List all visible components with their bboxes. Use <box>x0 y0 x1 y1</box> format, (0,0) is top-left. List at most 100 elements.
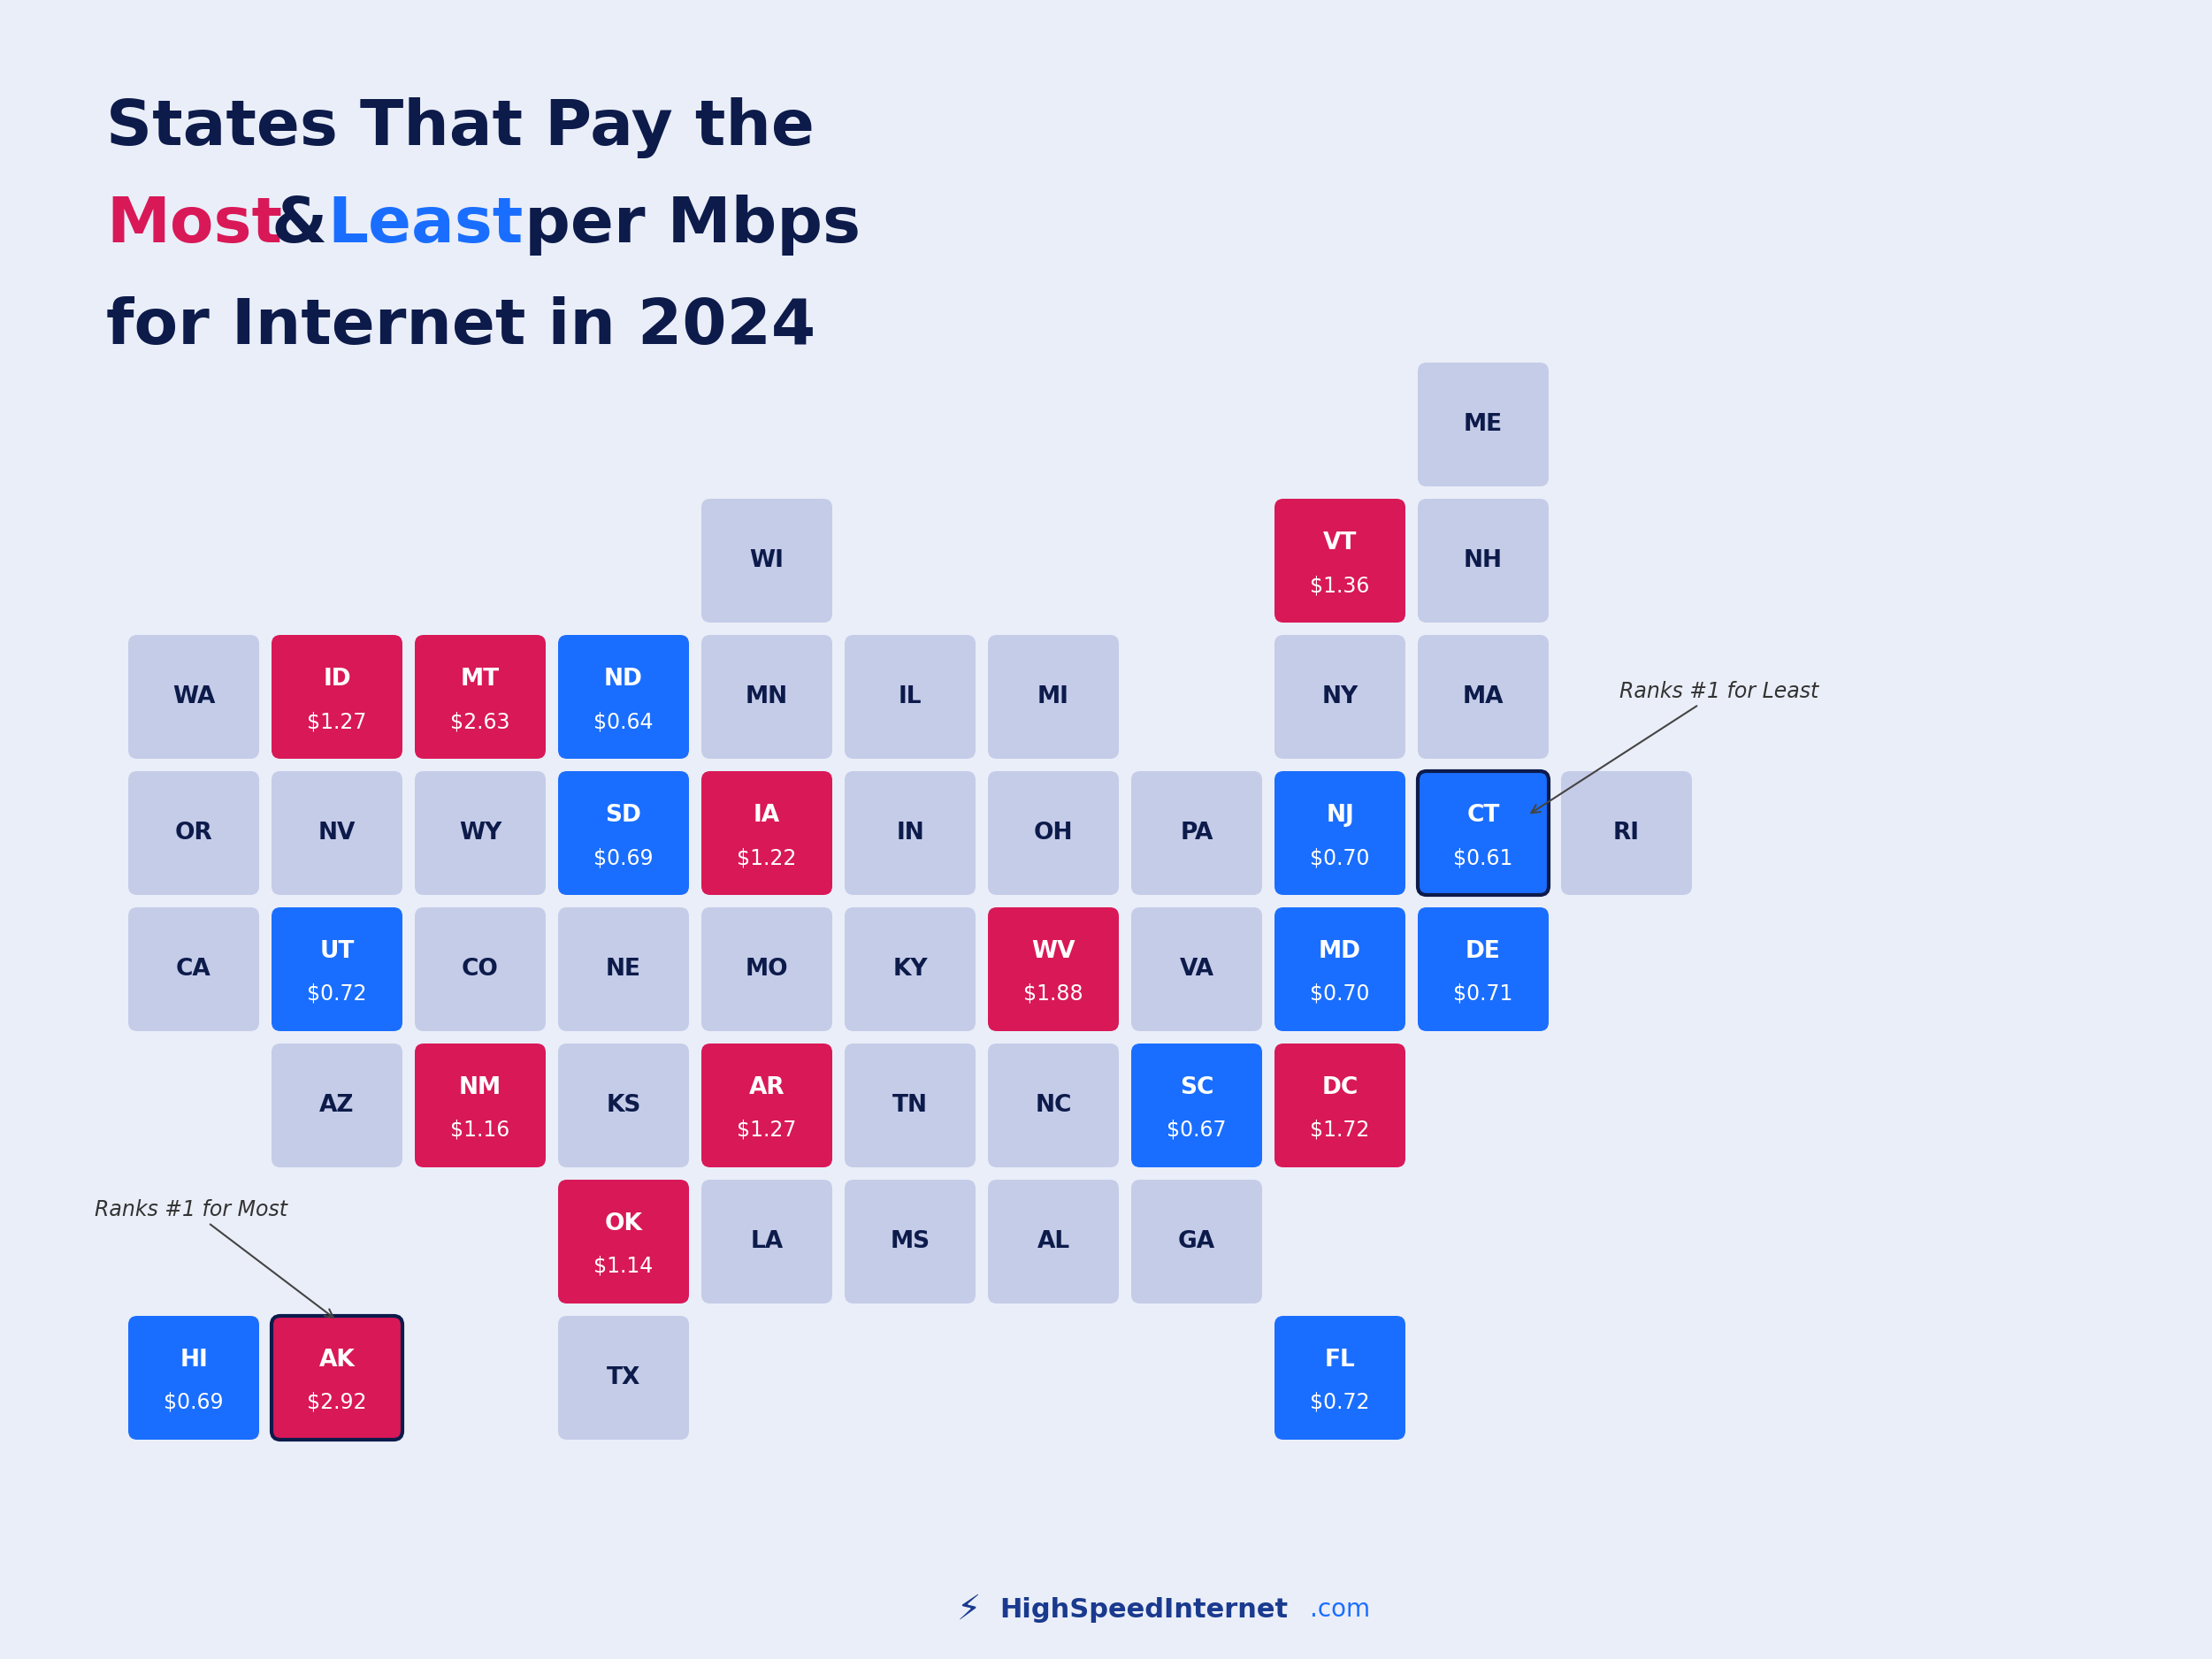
Text: WY: WY <box>458 821 502 844</box>
Text: States That Pay the: States That Pay the <box>106 98 814 158</box>
Text: MO: MO <box>745 957 787 980</box>
FancyBboxPatch shape <box>272 1316 403 1440</box>
Text: MA: MA <box>1462 685 1504 708</box>
Text: HighSpeedInternet: HighSpeedInternet <box>1000 1596 1287 1623</box>
Text: MS: MS <box>889 1229 929 1253</box>
Text: MI: MI <box>1037 685 1068 708</box>
Text: $1.14: $1.14 <box>593 1256 653 1277</box>
Text: IA: IA <box>754 805 781 828</box>
Text: NE: NE <box>606 957 641 980</box>
Text: KS: KS <box>606 1093 641 1117</box>
Text: SC: SC <box>1179 1077 1214 1100</box>
Text: $1.16: $1.16 <box>451 1120 511 1141</box>
Text: NV: NV <box>319 821 356 844</box>
Text: RI: RI <box>1613 821 1639 844</box>
FancyBboxPatch shape <box>1274 771 1405 894</box>
FancyBboxPatch shape <box>128 771 259 894</box>
Text: HI: HI <box>179 1349 208 1372</box>
Text: WA: WA <box>173 685 215 708</box>
FancyBboxPatch shape <box>1130 771 1263 894</box>
Text: ID: ID <box>323 669 352 692</box>
FancyBboxPatch shape <box>557 771 688 894</box>
FancyBboxPatch shape <box>557 1044 688 1168</box>
Text: TN: TN <box>891 1093 927 1117</box>
FancyBboxPatch shape <box>128 1316 259 1440</box>
FancyBboxPatch shape <box>557 635 688 758</box>
Text: $1.72: $1.72 <box>1310 1120 1369 1141</box>
FancyBboxPatch shape <box>128 635 259 758</box>
Text: $0.69: $0.69 <box>593 848 653 868</box>
FancyBboxPatch shape <box>1418 907 1548 1032</box>
Text: CT: CT <box>1467 805 1500 828</box>
FancyBboxPatch shape <box>701 1180 832 1304</box>
Text: WV: WV <box>1031 941 1075 964</box>
FancyBboxPatch shape <box>701 771 832 894</box>
Text: $0.61: $0.61 <box>1453 848 1513 868</box>
Text: ND: ND <box>604 669 644 692</box>
Text: Most: Most <box>106 194 283 255</box>
Text: $1.27: $1.27 <box>307 712 367 732</box>
FancyBboxPatch shape <box>845 907 975 1032</box>
Text: .com: .com <box>1310 1598 1369 1623</box>
FancyBboxPatch shape <box>1130 907 1263 1032</box>
Text: VT: VT <box>1323 533 1356 554</box>
FancyBboxPatch shape <box>128 907 259 1032</box>
Text: OR: OR <box>175 821 212 844</box>
Text: $0.64: $0.64 <box>593 712 653 732</box>
Text: per Mbps: per Mbps <box>502 194 860 255</box>
FancyBboxPatch shape <box>1418 771 1548 894</box>
FancyBboxPatch shape <box>701 907 832 1032</box>
Text: IL: IL <box>898 685 922 708</box>
FancyBboxPatch shape <box>1418 363 1548 486</box>
Text: PA: PA <box>1181 821 1212 844</box>
Text: $0.72: $0.72 <box>1310 1392 1369 1413</box>
Text: NC: NC <box>1035 1093 1071 1117</box>
Text: GA: GA <box>1179 1229 1214 1253</box>
Text: $1.27: $1.27 <box>737 1120 796 1141</box>
Text: AZ: AZ <box>319 1093 354 1117</box>
Text: MD: MD <box>1318 941 1360 964</box>
FancyBboxPatch shape <box>1418 635 1548 758</box>
FancyBboxPatch shape <box>557 907 688 1032</box>
FancyBboxPatch shape <box>701 1044 832 1168</box>
Text: ⚡: ⚡ <box>958 1593 980 1626</box>
FancyBboxPatch shape <box>1130 1180 1263 1304</box>
FancyBboxPatch shape <box>845 771 975 894</box>
Text: FL: FL <box>1325 1349 1356 1372</box>
Text: $2.92: $2.92 <box>307 1392 367 1413</box>
FancyBboxPatch shape <box>845 1044 975 1168</box>
Text: DE: DE <box>1467 941 1502 964</box>
Text: $0.72: $0.72 <box>307 984 367 1005</box>
FancyBboxPatch shape <box>416 771 546 894</box>
FancyBboxPatch shape <box>1274 635 1405 758</box>
FancyBboxPatch shape <box>989 907 1119 1032</box>
Text: NY: NY <box>1323 685 1358 708</box>
FancyBboxPatch shape <box>845 635 975 758</box>
Text: &: & <box>250 194 349 255</box>
Text: $1.36: $1.36 <box>1310 574 1369 596</box>
Text: DC: DC <box>1323 1077 1358 1100</box>
Text: AL: AL <box>1037 1229 1071 1253</box>
Text: SD: SD <box>606 805 641 828</box>
FancyBboxPatch shape <box>272 907 403 1032</box>
Text: $1.22: $1.22 <box>737 848 796 868</box>
Text: VA: VA <box>1179 957 1214 980</box>
Text: for Internet in 2024: for Internet in 2024 <box>106 297 816 357</box>
Text: LA: LA <box>750 1229 783 1253</box>
Text: OK: OK <box>604 1213 641 1236</box>
FancyBboxPatch shape <box>1274 907 1405 1032</box>
FancyBboxPatch shape <box>1274 499 1405 622</box>
FancyBboxPatch shape <box>989 1180 1119 1304</box>
Text: IN: IN <box>896 821 925 844</box>
FancyBboxPatch shape <box>989 1044 1119 1168</box>
Text: MT: MT <box>460 669 500 692</box>
FancyBboxPatch shape <box>557 1180 688 1304</box>
FancyBboxPatch shape <box>701 635 832 758</box>
FancyBboxPatch shape <box>989 635 1119 758</box>
FancyBboxPatch shape <box>416 635 546 758</box>
Text: KY: KY <box>894 957 927 980</box>
Text: AR: AR <box>750 1077 785 1100</box>
Text: $0.70: $0.70 <box>1310 848 1369 868</box>
Text: $1.88: $1.88 <box>1024 984 1084 1005</box>
Text: WI: WI <box>750 549 783 572</box>
